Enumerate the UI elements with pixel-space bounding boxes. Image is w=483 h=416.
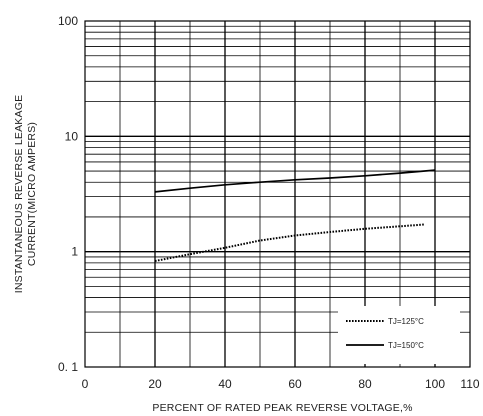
legend-label-2: TJ=150°C [388,341,424,350]
x-tick-label: 100 [425,377,445,391]
series-line-1 [154,223,425,262]
y-tick-label: 100 [58,14,78,28]
y-tick-label: 1 [71,245,78,259]
x-tick-label: 0 [82,377,89,391]
legend-label-1: TJ=125°C [388,317,424,326]
x-tick-label: 110 [460,377,479,391]
y-axis-title-line-2: CURRENT(MICRO AMPERS) [26,122,38,266]
x-axis-title: PERCENT OF RATED PEAK REVERSE VOLTAGE,% [152,402,412,414]
y-tick-label: 0. 1 [58,360,78,374]
x-tick-label: 60 [288,377,302,391]
y-axis-title-line-1: INSTANTANEOUS REVERSE LEAKAGE [13,95,25,294]
plot-frame [84,20,471,368]
x-tick-label: 80 [358,377,372,391]
legend: TJ=125°C TJ=150°C [338,306,460,364]
x-tick-label: 20 [148,377,162,391]
y-tick-label: 10 [65,129,79,143]
x-tick-label: 40 [218,377,232,391]
legend-box [338,306,460,364]
series-line-2 [154,169,436,193]
series-layer [154,169,436,262]
